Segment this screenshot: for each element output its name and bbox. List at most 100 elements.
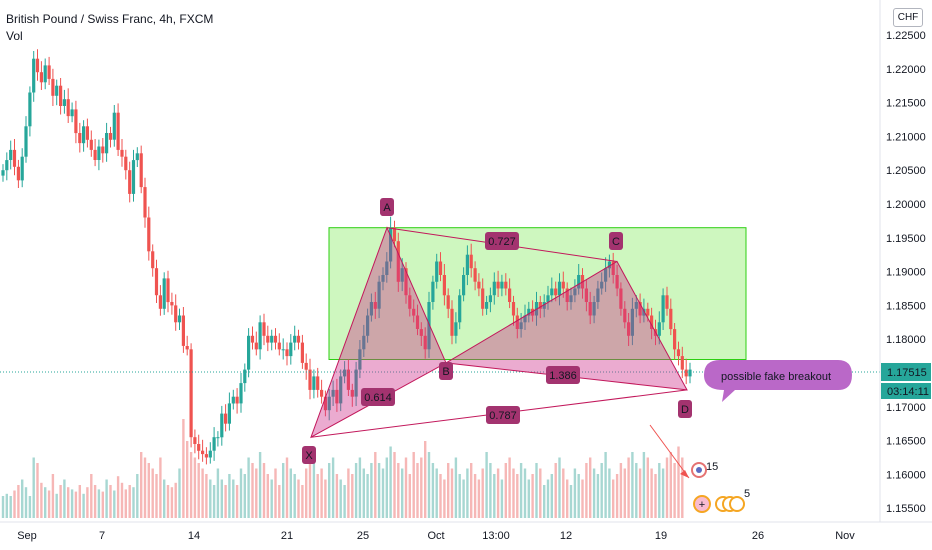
candle-body bbox=[542, 302, 546, 309]
volume-bar bbox=[450, 468, 454, 518]
economic-events[interactable]: 15 +5 bbox=[691, 461, 750, 513]
candle-body bbox=[20, 156, 24, 181]
volume-bar bbox=[17, 485, 20, 518]
volume-bar bbox=[59, 485, 62, 518]
time-axis[interactable]: Sep 7 14 21 25 Oct 13:00 12 19 26 Nov bbox=[0, 521, 932, 550]
candle-body bbox=[346, 369, 350, 390]
volume-bar bbox=[489, 463, 492, 518]
volume-bar bbox=[439, 474, 442, 518]
volume-bar bbox=[201, 468, 204, 518]
point-label-a: A bbox=[383, 202, 391, 214]
volume-bar bbox=[427, 452, 431, 518]
candle-body bbox=[59, 85, 63, 106]
candle-body bbox=[615, 275, 619, 289]
candle-body bbox=[343, 369, 347, 377]
volume-bar bbox=[216, 468, 220, 518]
volume-bar bbox=[404, 457, 408, 518]
candle-body bbox=[208, 450, 212, 458]
volume-bar bbox=[189, 452, 193, 518]
volume-bar bbox=[220, 479, 223, 518]
volume-bar bbox=[105, 479, 108, 518]
volume-bar bbox=[278, 485, 281, 518]
volume-bar bbox=[258, 452, 262, 518]
volume-bar bbox=[74, 491, 78, 518]
candle-body bbox=[435, 261, 439, 282]
candle-body bbox=[78, 133, 82, 144]
volume-bar bbox=[113, 490, 116, 518]
volume-bar bbox=[13, 490, 16, 518]
volume-bar bbox=[78, 485, 81, 518]
volume-bar bbox=[293, 474, 296, 518]
volume-bar bbox=[178, 468, 181, 518]
volume-bar bbox=[608, 468, 611, 518]
currency-badge[interactable]: CHF bbox=[893, 8, 923, 27]
candle-body bbox=[197, 444, 201, 451]
volume-bar bbox=[9, 496, 12, 518]
volume-bar bbox=[239, 468, 243, 518]
volume-bar bbox=[424, 441, 427, 518]
volume-bar bbox=[493, 474, 496, 518]
volume-bar bbox=[577, 474, 580, 518]
candle-body bbox=[266, 335, 270, 343]
volume-bar bbox=[21, 479, 24, 518]
candle-body bbox=[546, 295, 550, 303]
volume-bar bbox=[86, 487, 89, 518]
volume-bar bbox=[454, 457, 458, 518]
candle-body bbox=[174, 305, 178, 323]
volume-bar bbox=[374, 452, 377, 518]
candle-body bbox=[247, 335, 251, 370]
candle-body bbox=[650, 315, 654, 329]
candle-body bbox=[147, 217, 151, 252]
volume-bar bbox=[120, 482, 124, 518]
volume-bar bbox=[466, 468, 469, 518]
volume-bar bbox=[370, 463, 373, 518]
volume-bar bbox=[182, 419, 185, 518]
price-tick: 1.16000 bbox=[886, 469, 926, 481]
last-price-label: 1.17515 bbox=[887, 367, 927, 379]
candle-body bbox=[519, 322, 523, 330]
ratio-label: 1.386 bbox=[549, 370, 577, 382]
candle-body bbox=[273, 335, 278, 343]
candle-body bbox=[254, 342, 258, 350]
callout-bubble bbox=[704, 360, 852, 402]
volume-bar bbox=[5, 493, 8, 518]
volume-bar bbox=[527, 479, 530, 518]
candle-body bbox=[331, 389, 335, 397]
candle-body bbox=[97, 146, 101, 160]
candle-body bbox=[600, 281, 604, 289]
candle-body bbox=[665, 295, 669, 309]
price-tick: 1.17000 bbox=[886, 402, 926, 414]
candle-body bbox=[339, 376, 343, 404]
candle-body bbox=[684, 369, 688, 377]
volume-bar bbox=[612, 479, 615, 518]
volume-bar bbox=[485, 452, 488, 518]
candle-body bbox=[557, 281, 562, 296]
candle-body bbox=[270, 335, 274, 343]
volume-bar bbox=[585, 463, 588, 518]
volume-bar bbox=[596, 474, 600, 518]
point-label-b: B bbox=[442, 366, 449, 378]
volume-bar bbox=[539, 468, 542, 518]
price-tick: 1.16500 bbox=[886, 436, 926, 448]
event-count-top: 15 bbox=[706, 461, 718, 473]
candle-body bbox=[362, 335, 366, 350]
price-tick: 1.21500 bbox=[886, 98, 926, 110]
volume-bar bbox=[458, 474, 461, 518]
price-axis[interactable]: 1.22500 1.22000 1.21500 1.21000 1.20500 1.200… bbox=[879, 0, 932, 550]
volume-bar bbox=[28, 496, 32, 518]
candle-body bbox=[465, 254, 469, 275]
volume-bar bbox=[347, 468, 350, 518]
candle-body bbox=[154, 268, 159, 296]
volume-bar bbox=[519, 463, 523, 518]
candle-body bbox=[285, 349, 289, 357]
annotation-arrowhead bbox=[680, 470, 689, 478]
volume-bar bbox=[170, 487, 174, 518]
candle-body bbox=[128, 170, 132, 194]
volume-bar bbox=[212, 485, 216, 518]
volume-bar bbox=[70, 489, 74, 518]
volume-bar bbox=[312, 452, 316, 518]
volume-bar bbox=[381, 468, 385, 518]
volume-bar bbox=[420, 457, 423, 518]
candle-body bbox=[120, 149, 124, 157]
